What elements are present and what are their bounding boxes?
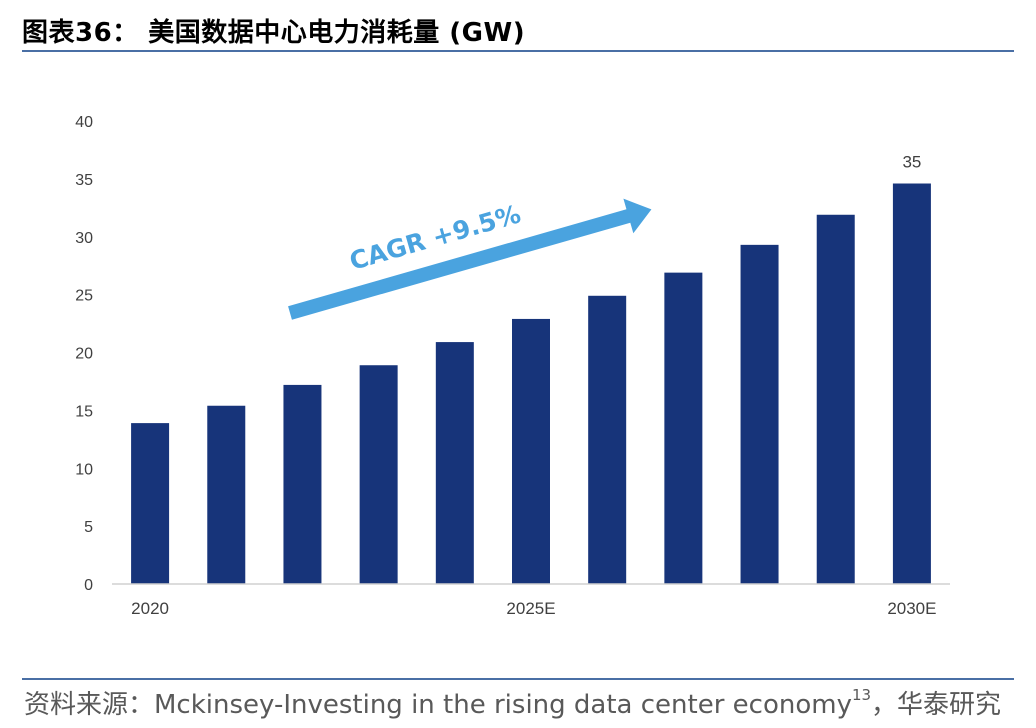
bar bbox=[816, 214, 855, 584]
y-tick-label: 25 bbox=[75, 288, 93, 305]
data-labels: 35 bbox=[902, 153, 921, 172]
x-axis: 2020 2025E 2030E bbox=[131, 599, 936, 618]
bar bbox=[740, 244, 779, 585]
bar bbox=[664, 272, 703, 584]
y-tick-label: 40 bbox=[75, 114, 93, 131]
bar bbox=[892, 183, 931, 584]
bars bbox=[131, 183, 931, 585]
bar bbox=[359, 365, 398, 584]
title-underline bbox=[22, 50, 1014, 52]
data-label: 35 bbox=[902, 153, 921, 172]
y-tick-label: 10 bbox=[75, 461, 93, 478]
y-tick-label: 20 bbox=[75, 346, 93, 363]
bar bbox=[512, 318, 550, 584]
page-title: 图表36： 美国数据中心电力消耗量 (GW) bbox=[22, 18, 526, 48]
source-suffix: ，华泰研究 bbox=[871, 690, 1002, 720]
y-axis: 0 5 10 15 20 25 30 35 40 bbox=[75, 114, 93, 594]
source-rule bbox=[22, 678, 1014, 680]
y-tick-label: 15 bbox=[75, 403, 93, 420]
x-tick-label: 2025E bbox=[506, 599, 555, 618]
x-tick-label: 2030E bbox=[887, 599, 936, 618]
source-note: 资料来源：Mckinsey-Investing in the rising da… bbox=[24, 684, 1001, 721]
bar bbox=[283, 384, 322, 584]
y-tick-label: 5 bbox=[84, 519, 93, 536]
bar bbox=[207, 405, 246, 584]
y-tick-label: 0 bbox=[84, 577, 93, 594]
y-tick-label: 35 bbox=[75, 172, 93, 189]
y-tick-label: 30 bbox=[75, 230, 93, 247]
source-text: 资料来源：Mckinsey-Investing in the rising da… bbox=[24, 690, 852, 720]
bar bbox=[435, 342, 474, 584]
x-tick-label: 2020 bbox=[131, 599, 169, 618]
bar bbox=[588, 295, 627, 584]
cagr-arrow-shape bbox=[288, 198, 652, 320]
bar bbox=[131, 423, 170, 584]
source-footnote: 13 bbox=[851, 686, 872, 705]
